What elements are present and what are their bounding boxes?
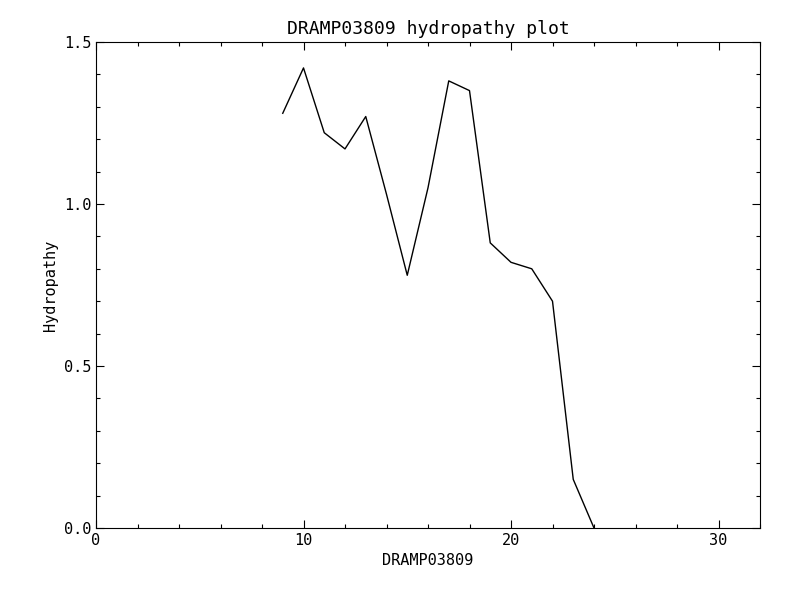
Y-axis label: Hydropathy: Hydropathy bbox=[43, 239, 58, 331]
X-axis label: DRAMP03809: DRAMP03809 bbox=[382, 553, 474, 568]
Title: DRAMP03809 hydropathy plot: DRAMP03809 hydropathy plot bbox=[286, 20, 570, 38]
